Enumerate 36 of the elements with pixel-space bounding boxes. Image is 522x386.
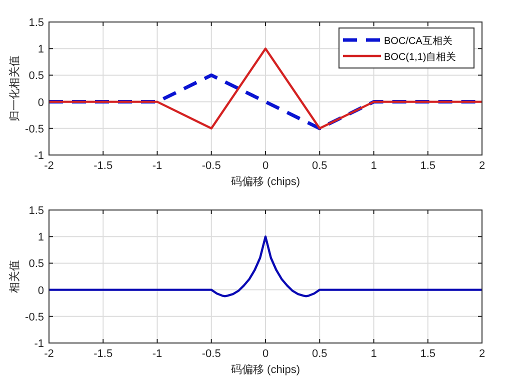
x-tick-label: -1.5 <box>94 348 113 360</box>
x-tick-label: 1.5 <box>420 348 436 360</box>
y-tick-label: -1 <box>34 338 44 350</box>
x-tick-label: -2 <box>44 348 54 360</box>
y-tick-label: 0.5 <box>28 70 44 82</box>
y-tick-label: 1.5 <box>28 205 44 217</box>
x-tick-label: -0.5 <box>202 348 221 360</box>
x-axis-title: 码偏移 (chips) <box>230 176 300 188</box>
x-axis-title: 码偏移 (chips) <box>230 364 300 376</box>
x-tick-label: 1 <box>370 348 377 360</box>
y-tick-label: 0 <box>38 284 44 297</box>
y-tick-label: -0.5 <box>25 123 44 136</box>
y-tick-label: 1 <box>38 44 44 56</box>
y-tick-label: -0.5 <box>25 311 44 324</box>
x-tick-label: -1.5 <box>94 160 113 172</box>
y-tick-label: -1 <box>34 150 44 162</box>
x-tick-label: 2 <box>478 160 486 172</box>
y-axis-title: 归一化相关值 <box>8 56 21 122</box>
legend-label: BOC/CA互相关 <box>384 35 452 47</box>
x-tick-label: 1.5 <box>420 160 436 172</box>
legend-label: BOC(1,1)自相关 <box>384 51 456 63</box>
y-tick-label: 0.5 <box>28 258 44 270</box>
x-tick-label: 1 <box>370 160 377 172</box>
x-tick-label: -0.5 <box>202 160 221 172</box>
x-tick-label: -1 <box>152 348 162 360</box>
x-tick-label: -1 <box>152 160 162 172</box>
y-tick-label: 1.5 <box>28 17 44 29</box>
x-tick-label: 2 <box>478 348 486 360</box>
y-tick-label: 1 <box>38 232 44 244</box>
x-tick-label: 0 <box>262 348 269 360</box>
x-tick-label: -2 <box>44 160 54 172</box>
y-tick-label: 0 <box>38 96 44 109</box>
x-tick-label: 0.5 <box>312 348 328 360</box>
x-tick-label: 0.5 <box>312 160 328 172</box>
x-tick-label: 0 <box>262 160 269 172</box>
y-axis-title: 相关值 <box>8 260 21 293</box>
